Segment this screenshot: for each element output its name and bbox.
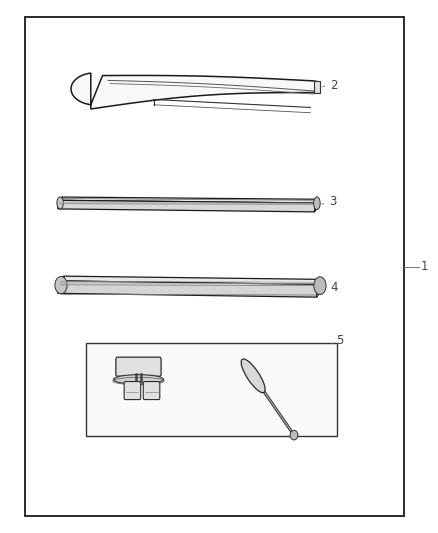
Ellipse shape [314,277,326,295]
Polygon shape [58,276,64,293]
Bar [25,17,404,516]
Bar [314,81,320,93]
FancyBboxPatch shape [124,382,141,400]
Bar [86,343,336,436]
Ellipse shape [57,197,64,209]
Text: 3: 3 [322,195,336,208]
Text: 5: 5 [332,334,344,347]
Polygon shape [58,276,323,285]
Ellipse shape [314,197,320,209]
Polygon shape [58,197,62,209]
FancyBboxPatch shape [143,382,160,400]
Text: 1: 1 [420,260,428,273]
Ellipse shape [55,277,67,294]
Polygon shape [58,197,319,203]
Polygon shape [58,200,315,212]
Polygon shape [58,281,317,297]
FancyBboxPatch shape [116,357,161,376]
Text: 2: 2 [323,79,338,92]
Ellipse shape [241,359,265,393]
Polygon shape [315,199,319,212]
Polygon shape [317,279,323,297]
Circle shape [290,430,298,440]
Text: 4: 4 [323,281,338,294]
Ellipse shape [113,375,163,384]
Polygon shape [71,73,321,109]
